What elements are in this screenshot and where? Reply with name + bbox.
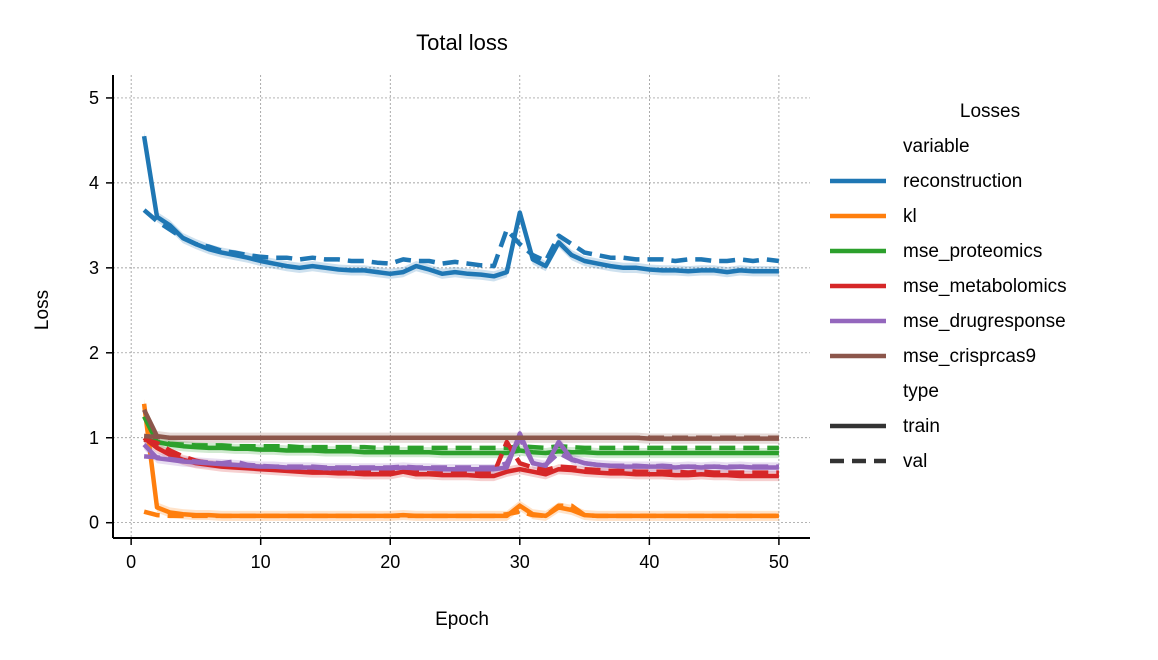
line-kl-val — [143, 503, 779, 519]
band-reconstruction — [144, 131, 779, 282]
legend-label-reconstruction: reconstruction — [903, 171, 1022, 192]
line-reconstruction-val — [142, 208, 780, 269]
y-tick-label: 5 — [89, 88, 99, 108]
x-tick-label: 20 — [380, 552, 400, 572]
band-mse_drugresponse — [144, 428, 779, 475]
tick-labels: 0 10 20 30 40 50 0 1 2 3 4 5 — [89, 88, 789, 572]
legend-title: Losses — [960, 101, 1020, 122]
axes — [112, 75, 810, 539]
legend-label-kl: kl — [903, 206, 917, 227]
legend: Losses variable reconstruction kl mse_proteo… — [830, 101, 1067, 472]
legend-label-mse_drugresponse: mse_drugresponse — [903, 311, 1066, 332]
line-mse_proteomics-train — [142, 415, 779, 456]
band-mse_crisprcas9 — [144, 404, 779, 444]
chart-title: Total loss — [416, 30, 508, 55]
line-mse_proteomics-val — [143, 437, 779, 451]
band-kl — [144, 398, 779, 522]
y-tick-label: 3 — [89, 258, 99, 278]
confidence-bands — [144, 131, 779, 522]
legend-label-mse_proteomics: mse_proteomics — [903, 241, 1042, 262]
x-tick-label: 10 — [251, 552, 271, 572]
legend-label-val: val — [903, 451, 927, 472]
x-tick-label: 0 — [126, 552, 136, 572]
legend-label-mse_crisprcas9: mse_crisprcas9 — [903, 346, 1036, 367]
y-tick-label: 2 — [89, 343, 99, 363]
y-tick-label: 0 — [89, 513, 99, 533]
y-axis-label: Loss — [32, 290, 53, 330]
line-kl-train — [141, 403, 779, 519]
line-mse_drugresponse-val — [143, 435, 779, 470]
x-tick-label: 50 — [769, 552, 789, 572]
legend-label-train: train — [903, 416, 940, 437]
y-tick-label: 1 — [89, 428, 99, 448]
series-lines — [141, 135, 780, 519]
line-mse_crisprcas9-val — [143, 433, 779, 441]
x-tick-label: 30 — [510, 552, 530, 572]
y-tick-label: 4 — [89, 173, 99, 193]
x-axis-label: Epoch — [435, 609, 489, 630]
x-tick-label: 40 — [639, 552, 659, 572]
legend-label-mse_metabolomics: mse_metabolomics — [903, 276, 1067, 297]
legend-hue-title: variable — [903, 136, 970, 157]
line-reconstruction-train — [141, 135, 779, 279]
legend-style-title: type — [903, 381, 939, 402]
